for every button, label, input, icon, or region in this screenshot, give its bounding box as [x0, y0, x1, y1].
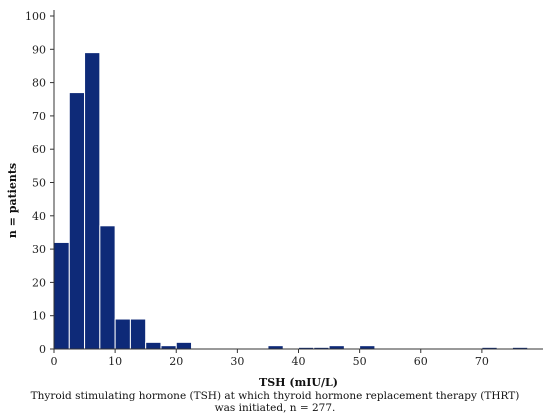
bars-group	[53, 52, 529, 350]
histogram-bar-0	[53, 241, 70, 350]
x-tick-label-50: 50	[353, 355, 367, 368]
x-tick-label-40: 40	[292, 355, 306, 368]
x-tick-label-10: 10	[108, 355, 122, 368]
histogram-bar-5	[129, 318, 147, 350]
x-tick-label-70: 70	[475, 355, 489, 368]
y-tick-label-20: 20	[32, 276, 46, 289]
histogram-bar-1	[68, 92, 86, 350]
histogram-bar-4	[114, 318, 131, 350]
y-tick-label-60: 60	[32, 143, 46, 156]
histogram-bar-3	[99, 225, 116, 350]
y-tick-label-80: 80	[32, 77, 46, 90]
histogram-bar-2	[84, 52, 101, 350]
x-ticks-group: 0 10 20 30 40 50 60 70	[51, 349, 489, 368]
histogram-bar-6	[145, 341, 162, 350]
y-tick-label-10: 10	[32, 310, 46, 323]
x-tick-label-20: 20	[169, 355, 183, 368]
figure-caption: Thyroid stimulating hormone (TSH) at whi…	[30, 390, 520, 414]
y-tick-label-40: 40	[32, 210, 46, 223]
y-tick-label-30: 30	[32, 243, 46, 256]
y-axis-title: n = patients	[6, 163, 19, 238]
y-tick-label-70: 70	[32, 110, 46, 123]
x-tick-label-0: 0	[51, 355, 58, 368]
y-tick-label-100: 100	[25, 10, 46, 23]
x-tick-label-30: 30	[230, 355, 244, 368]
histogram-bar-8	[175, 341, 193, 350]
x-tick-label-60: 60	[414, 355, 428, 368]
y-tick-label-0: 0	[39, 343, 46, 356]
y-tick-label-90: 90	[32, 43, 46, 56]
x-axis-title: TSH (mIU/L)	[259, 376, 338, 389]
y-tick-label-50: 50	[32, 177, 46, 190]
y-ticks-group: 0 10 20 30 40 50 60 70 80 90 100	[25, 10, 54, 356]
